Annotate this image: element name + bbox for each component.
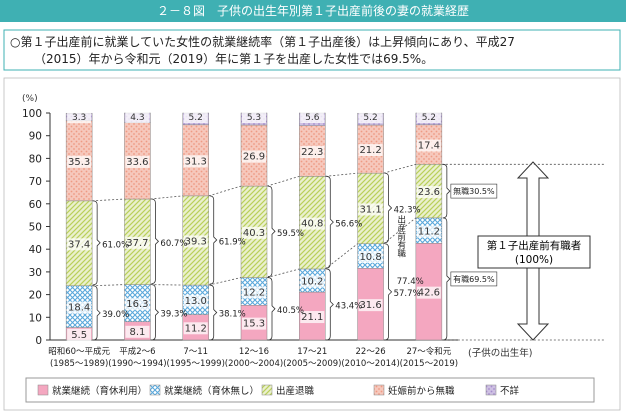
value-label: 11.2 <box>185 323 207 334</box>
value-label: 40.8 <box>301 219 323 230</box>
legend-swatch <box>486 385 496 395</box>
x-label: (子供の出生年) <box>468 347 532 359</box>
value-label: 5.2 <box>422 113 436 123</box>
value-label: 37.7 <box>126 238 148 249</box>
value-label: 17.4 <box>418 141 440 152</box>
value-label: 22.3 <box>301 147 323 158</box>
value-label: 12.2 <box>243 287 265 298</box>
x-tick-label: 平成2～6 <box>119 346 155 357</box>
summary-line: ○第１子出産前に就業していた女性の就業継続率（第１子出産後）は上昇傾向にあり、平… <box>10 34 515 49</box>
x-tick-period: (1995～1999) <box>167 359 225 369</box>
legend-label: 就業継続（育休無し） <box>164 385 259 397</box>
value-label: 16.3 <box>126 299 148 310</box>
legend-label: 妊娠前から無職 <box>388 385 455 397</box>
value-label: 8.1 <box>129 327 145 338</box>
value-label: 31.3 <box>185 156 207 167</box>
y-tick-label: 20 <box>29 290 42 302</box>
continuation-rate: 38.1% <box>219 310 246 320</box>
value-label: 13.0 <box>185 296 207 307</box>
x-tick-label: 27～令和元 <box>406 346 451 357</box>
employed-note-value: 77.4% <box>397 277 424 287</box>
legend-label: 就業継続（育休利用） <box>52 385 147 397</box>
value-label: 15.3 <box>243 319 265 330</box>
legend-label: 出産退職 <box>276 385 315 397</box>
legend-swatch <box>262 385 272 395</box>
legend-swatch <box>150 385 160 395</box>
x-tick-period: (2010～2014) <box>341 359 399 369</box>
y-tick-label: 100 <box>22 108 42 120</box>
legend-swatch <box>38 385 48 395</box>
value-label: 5.5 <box>71 330 87 341</box>
value-label: 42.6 <box>418 288 440 299</box>
side-box-line: 第１子出産前有職者 <box>487 239 582 252</box>
y-tick-label: 70 <box>29 176 42 188</box>
value-label: 5.2 <box>189 113 203 123</box>
continuation-rate: 57.7% <box>394 289 421 299</box>
y-tick-label: 60 <box>29 199 42 211</box>
y-tick-label: 40 <box>29 244 42 256</box>
value-label: 31.1 <box>359 204 381 215</box>
employed-rate: 59.5% <box>277 229 304 239</box>
employed-rate: 61.0% <box>102 240 129 250</box>
employed-rate: 42.3% <box>394 205 421 215</box>
value-label: 26.9 <box>243 152 265 163</box>
x-tick-label: 12～16 <box>239 347 269 357</box>
header-title: ２－８図 子供の出生年別第１子出産前後の妻の就業経歴 <box>157 3 469 18</box>
summary-line: （2015）年から令和元（2019）年に第１子を出産した女性では69.5%。 <box>34 51 433 66</box>
side-label: 有職69.5% <box>453 274 495 284</box>
value-label: 5.6 <box>305 113 320 123</box>
y-tick-label: 80 <box>29 153 42 165</box>
legend-swatch <box>374 385 384 395</box>
value-label: 31.6 <box>359 300 381 311</box>
x-tick-period: (2000～2004) <box>225 359 283 369</box>
value-label: 10.8 <box>359 252 381 263</box>
x-tick-label: 22～26 <box>356 347 386 357</box>
y-unit: (%) <box>22 94 38 104</box>
continuation-rate: 40.5% <box>277 306 304 316</box>
x-tick-period: (2015～2019) <box>400 359 458 369</box>
value-label: 39.3 <box>185 236 207 247</box>
x-tick-period: (1985～1989) <box>50 359 108 369</box>
side-box-line: (100%) <box>515 254 553 266</box>
x-tick-period: (2005～2009) <box>283 359 341 369</box>
value-label: 40.3 <box>243 228 265 239</box>
x-tick-label: 17～21 <box>297 347 327 357</box>
value-label: 10.2 <box>301 277 323 288</box>
y-tick-label: 10 <box>29 312 42 324</box>
y-tick-label: 50 <box>29 222 42 234</box>
y-tick-label: 30 <box>29 267 42 279</box>
continuation-rate: 39.0% <box>102 310 129 320</box>
employed-rate: 56.6% <box>335 220 362 230</box>
value-label: 5.3 <box>247 113 261 123</box>
value-label: 37.4 <box>68 239 90 250</box>
value-label: 11.2 <box>418 227 440 238</box>
side-label: 無職30.5% <box>453 186 495 196</box>
employed-rate: 60.7% <box>160 239 187 249</box>
continuation-rate: 43.4% <box>335 301 362 311</box>
legend-label: 不詳 <box>500 385 520 397</box>
value-label: 18.4 <box>68 303 90 314</box>
y-tick-label: 0 <box>35 335 42 347</box>
value-label: 21.2 <box>359 145 381 156</box>
value-label: 33.6 <box>126 157 148 168</box>
continuation-rate: 39.3% <box>160 309 187 319</box>
value-label: 23.6 <box>418 187 440 198</box>
employed-rate: 61.9% <box>219 237 246 247</box>
y-tick-label: 90 <box>29 131 42 143</box>
x-tick-label: 7～11 <box>183 347 208 357</box>
x-tick-label: 昭和60～平成元 <box>48 346 110 357</box>
value-label: 35.3 <box>68 157 90 168</box>
employed-note: 出産前有職 <box>396 214 406 258</box>
value-label: 21.1 <box>301 312 323 323</box>
value-label: 3.3 <box>72 113 86 123</box>
x-tick-period: (1990～1994) <box>108 359 166 369</box>
value-label: 5.2 <box>363 113 377 123</box>
value-label: 4.3 <box>130 113 144 123</box>
